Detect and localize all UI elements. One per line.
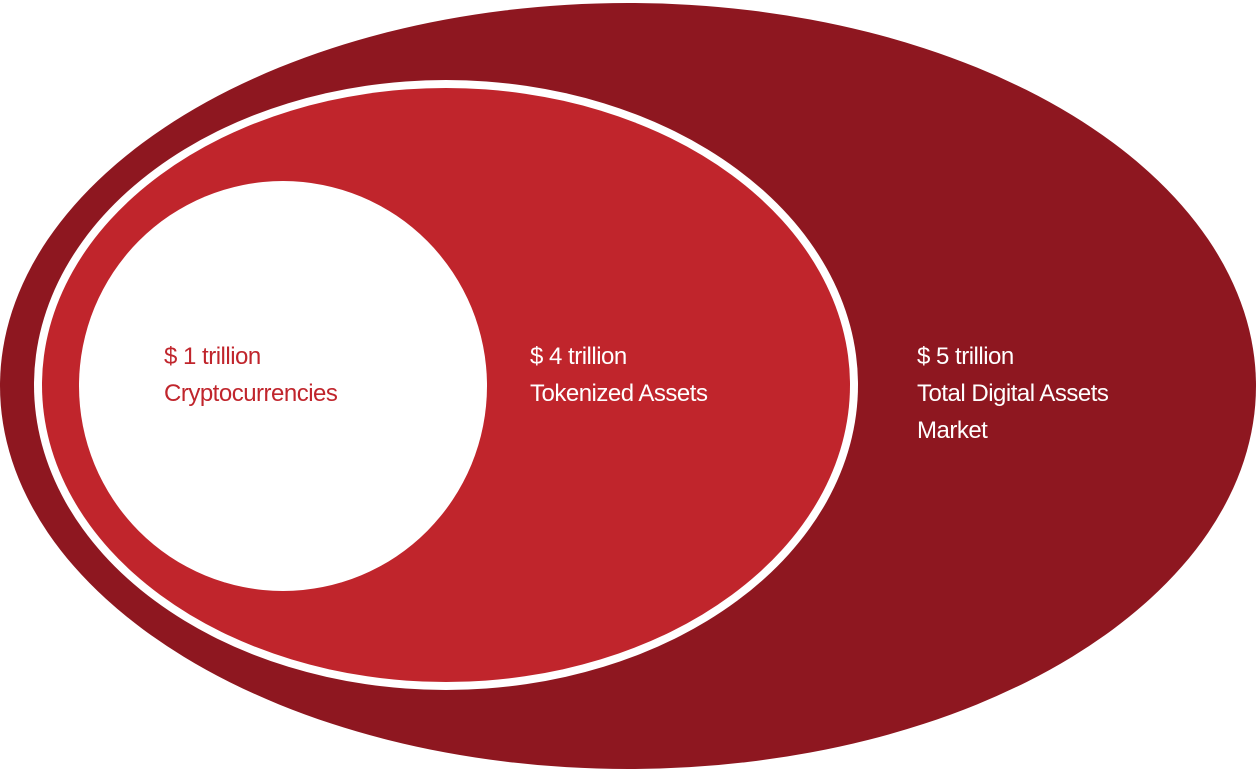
cryptocurrencies-value-label: $ 1 trillion [164,343,261,370]
cryptocurrencies-category-label: Cryptocurrencies [164,380,338,407]
total-digital-assets-category-label: Total Digital Assets [917,380,1109,407]
total-digital-assets-value-label: $ 5 trillion [917,343,1014,370]
cryptocurrencies-circle [79,181,487,591]
tokenized-assets-category-label: Tokenized Assets [530,380,708,407]
total-digital-assets-category-label-line2: Market [917,417,988,444]
tokenized-assets-value-label: $ 4 trillion [530,343,627,370]
